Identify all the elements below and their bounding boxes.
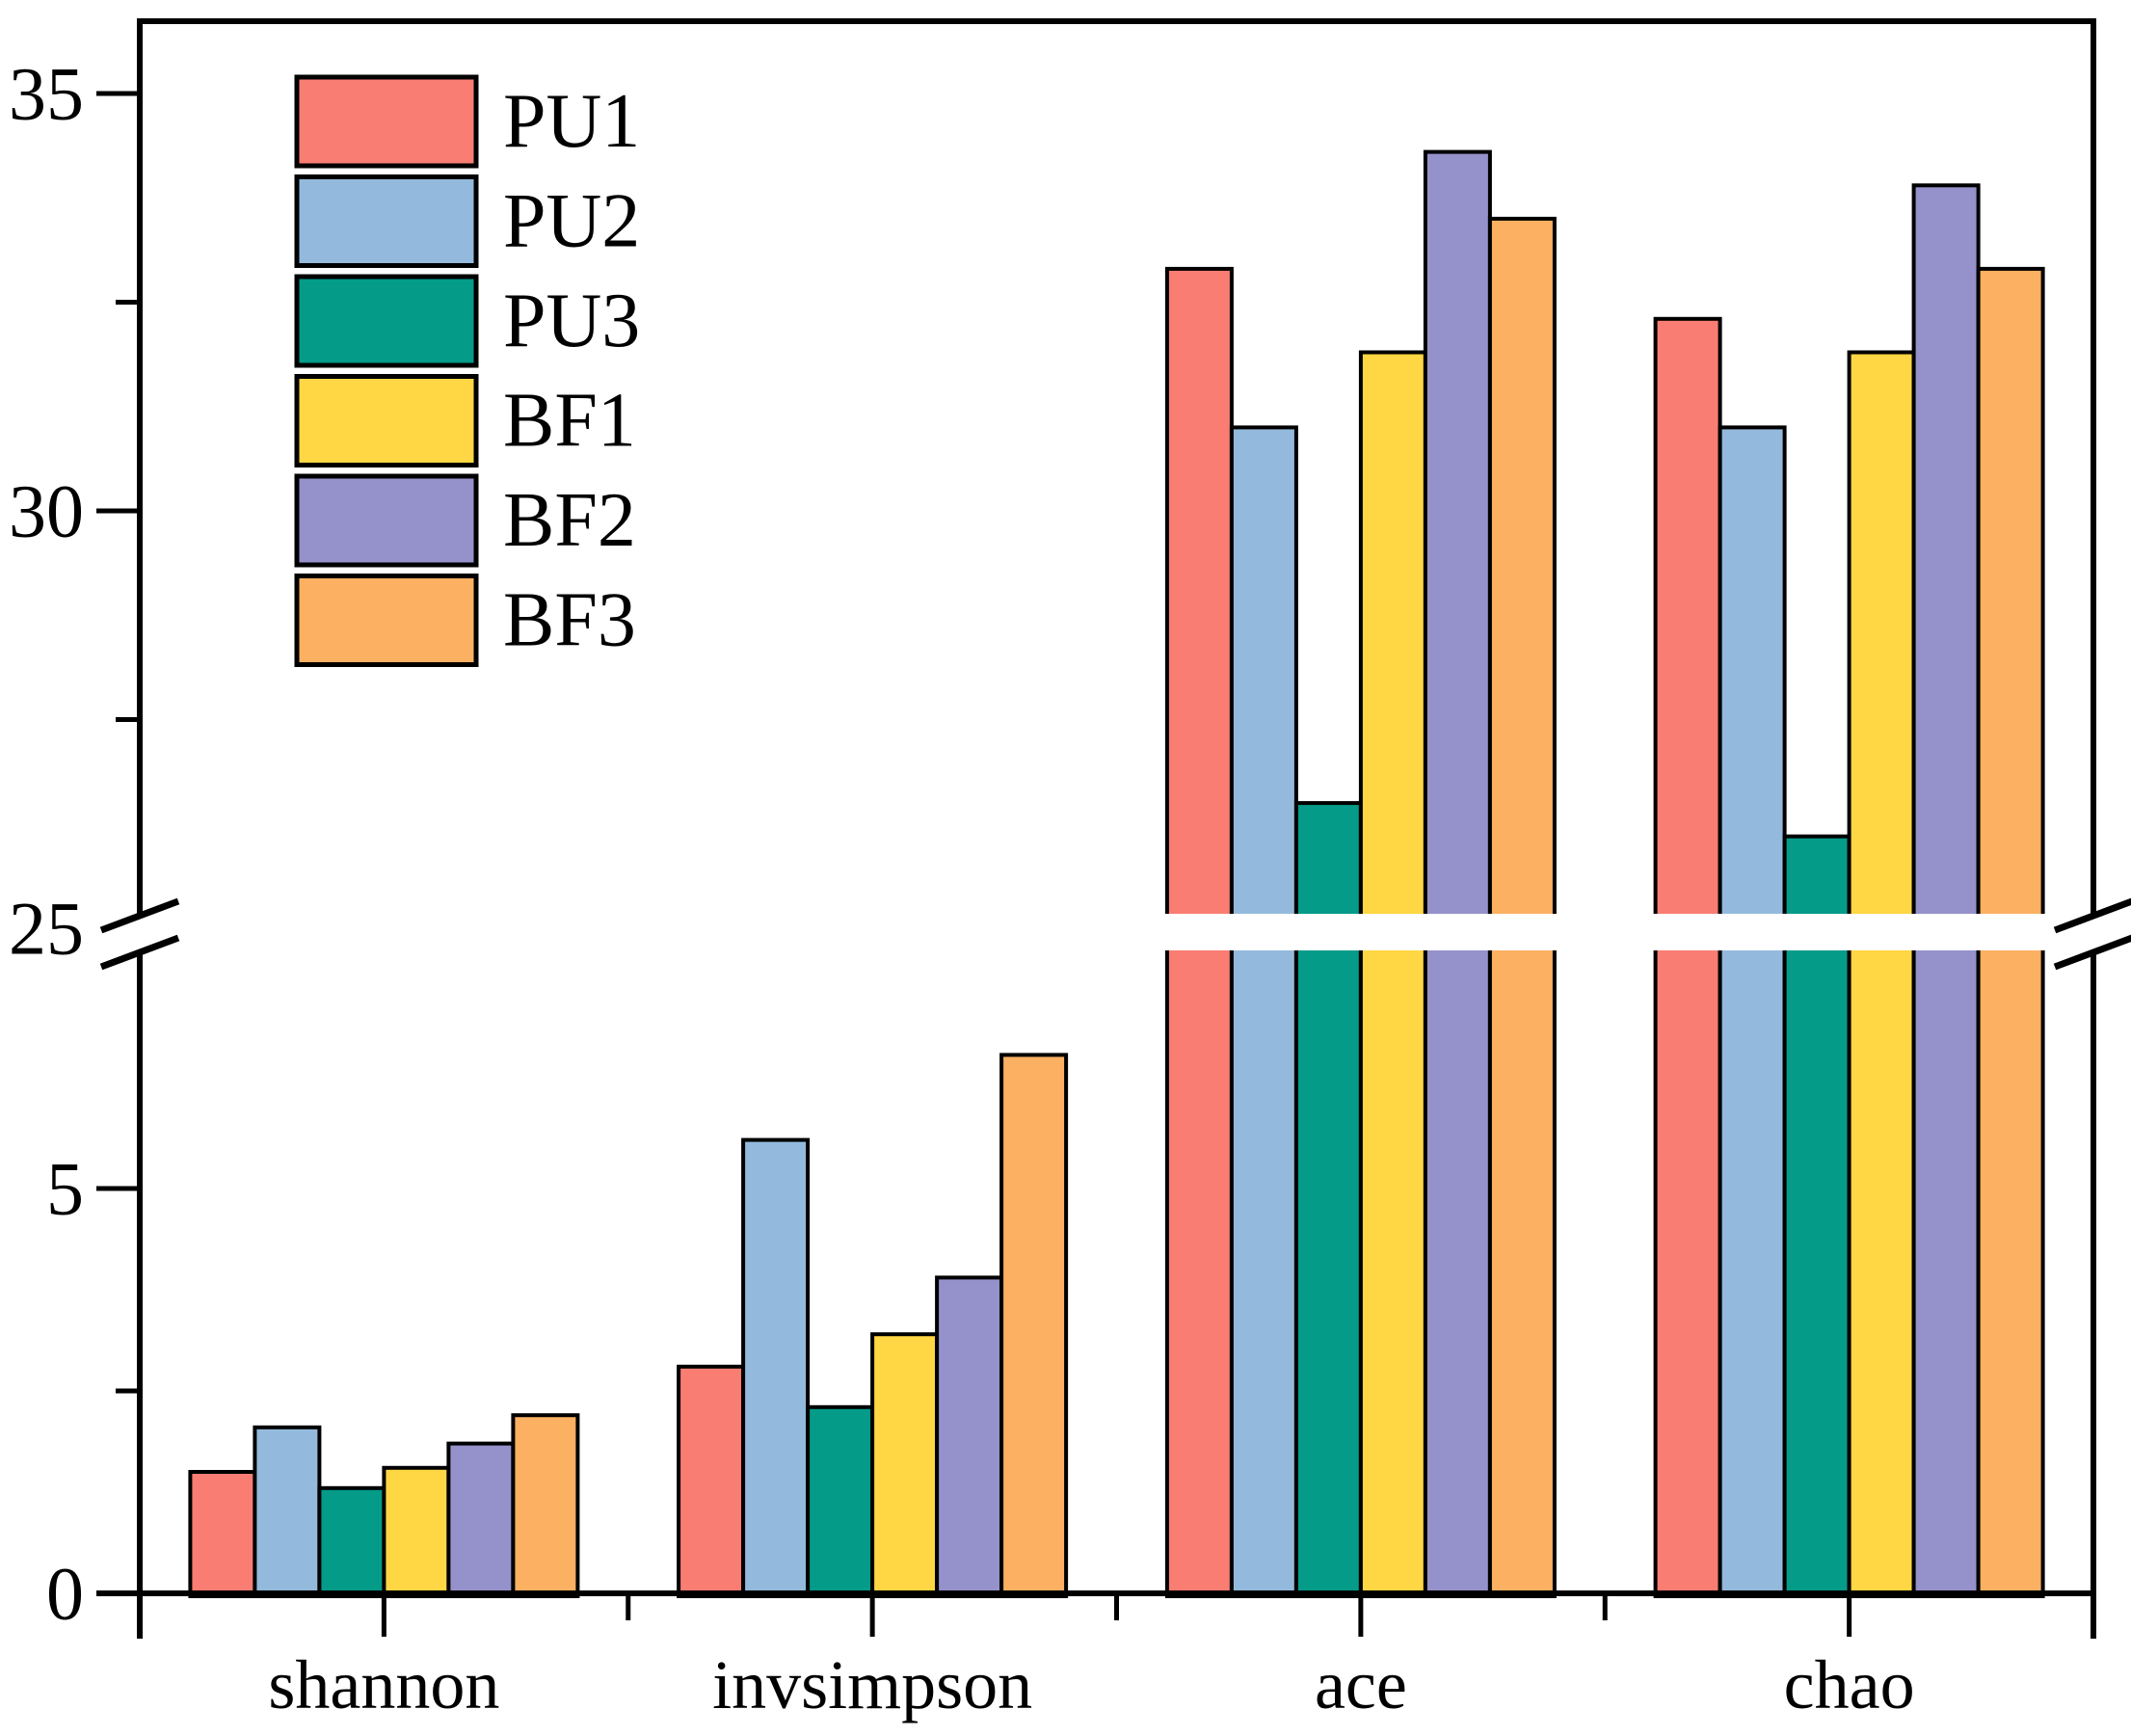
bar-BF1-chao bbox=[1847, 350, 1916, 1598]
bar-BF2-ace bbox=[1423, 149, 1492, 1599]
axis-break-slash-right-1 bbox=[2053, 934, 2131, 971]
x-label-shannon: shannon bbox=[268, 1646, 499, 1723]
legend-label-PU1: PU1 bbox=[503, 79, 640, 164]
y-label-30: 30 bbox=[9, 469, 84, 553]
bar-BF2-chao bbox=[1911, 183, 1981, 1598]
bar-BF2-shannon bbox=[446, 1441, 516, 1598]
y-label-0: 0 bbox=[46, 1552, 84, 1636]
bar-BF1-ace bbox=[1358, 350, 1427, 1598]
y-label-5: 5 bbox=[46, 1147, 84, 1231]
bar-PU1-shannon bbox=[188, 1470, 257, 1598]
bar-PU3-invsimpson bbox=[806, 1404, 875, 1599]
y-label-break-25: 25 bbox=[9, 887, 84, 971]
axis-break-slash-right-0 bbox=[2053, 897, 2131, 934]
bar-BF3-shannon bbox=[511, 1413, 580, 1598]
axis-break-slash-left-1 bbox=[99, 934, 180, 971]
bar-PU3-chao bbox=[1782, 834, 1851, 1598]
legend-label-BF2: BF2 bbox=[503, 478, 636, 563]
bar-PU2-invsimpson bbox=[741, 1137, 811, 1598]
legend-label-PU2: PU2 bbox=[503, 179, 640, 264]
x-label-invsimpson: invsimpson bbox=[712, 1646, 1032, 1723]
x-label-chao: chao bbox=[1784, 1646, 1915, 1723]
legend-swatch-PU3 bbox=[294, 274, 479, 368]
legend-swatch-PU2 bbox=[294, 174, 479, 268]
legend-swatch-PU1 bbox=[294, 74, 479, 169]
legend-label-BF1: BF1 bbox=[503, 379, 636, 464]
bar-BF1-shannon bbox=[382, 1465, 451, 1599]
x-label-ace: ace bbox=[1315, 1646, 1407, 1723]
y-label-35: 35 bbox=[9, 52, 84, 136]
legend-label-PU3: PU3 bbox=[503, 279, 640, 363]
legend-label-BF3: BF3 bbox=[503, 578, 636, 663]
axis-break-slash-left-0 bbox=[99, 897, 180, 934]
bar-BF2-invsimpson bbox=[935, 1275, 1004, 1599]
bar-PU2-ace bbox=[1229, 425, 1298, 1598]
axis-break-band bbox=[128, 914, 2131, 950]
bar-PU1-invsimpson bbox=[677, 1364, 746, 1599]
bar-PU2-shannon bbox=[253, 1425, 322, 1599]
legend-swatch-BF1 bbox=[294, 374, 479, 467]
bar-BF3-invsimpson bbox=[999, 1053, 1069, 1598]
bar-BF3-ace bbox=[1487, 216, 1557, 1598]
legend-swatch-BF3 bbox=[294, 574, 479, 667]
bar-PU2-chao bbox=[1718, 425, 1787, 1598]
bar-PU1-chao bbox=[1653, 316, 1722, 1598]
legend-swatch-BF2 bbox=[294, 473, 479, 568]
bar-BF1-invsimpson bbox=[870, 1332, 940, 1598]
bar-PU3-shannon bbox=[317, 1485, 386, 1599]
